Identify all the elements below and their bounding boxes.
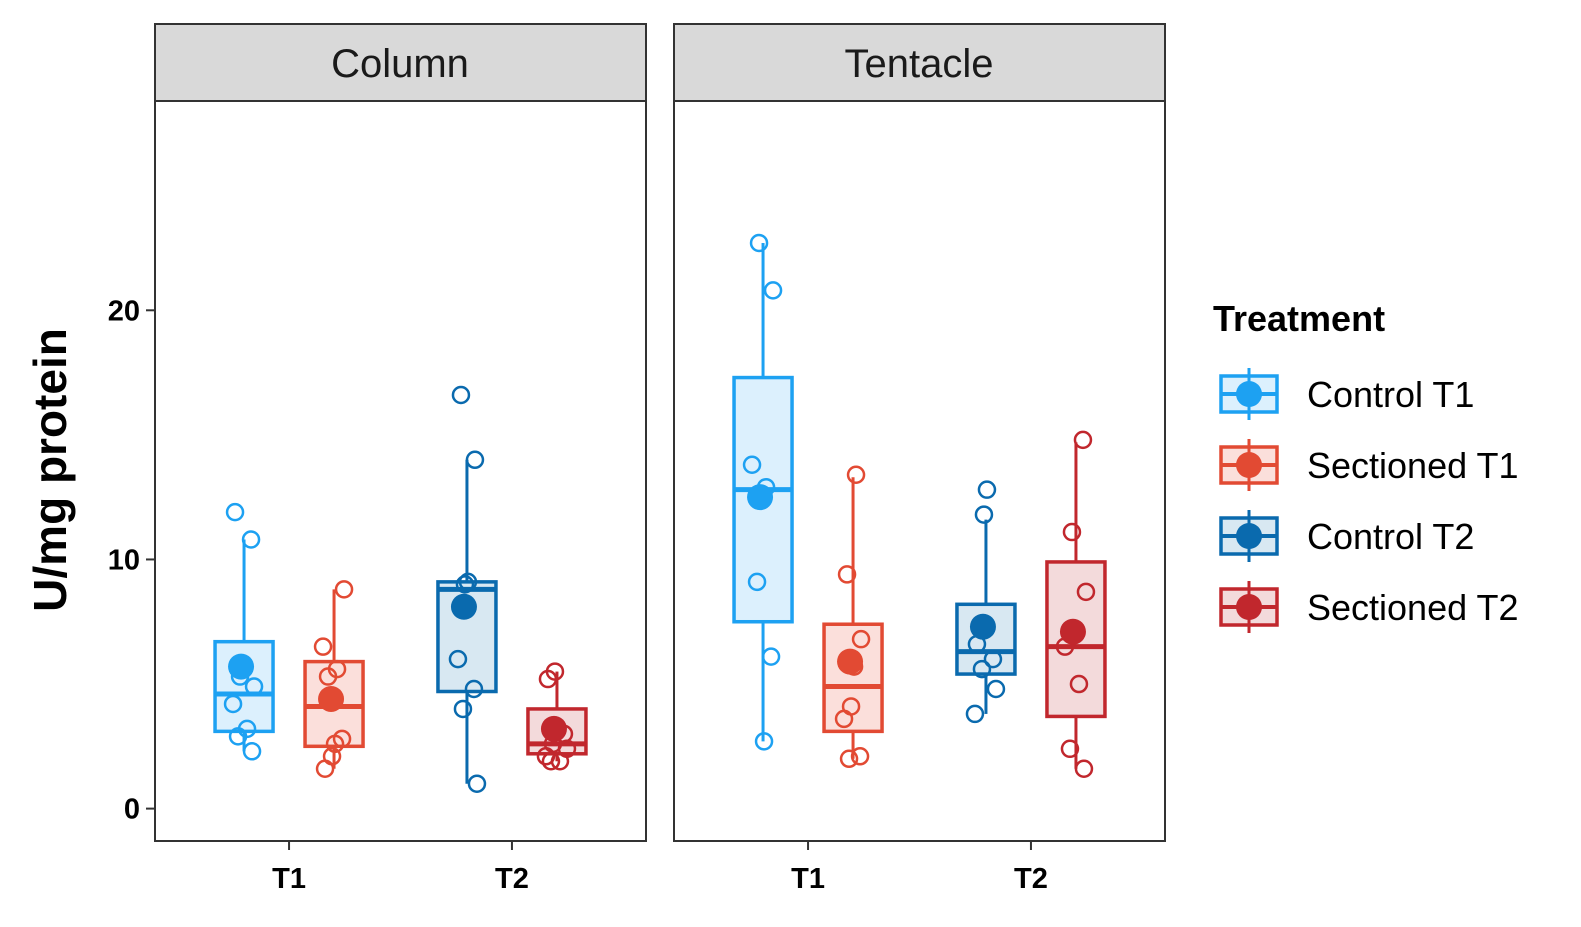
legend-label: Control T2 [1307, 516, 1474, 557]
y-tick-label: 20 [108, 295, 140, 327]
data-point [451, 385, 471, 405]
data-point [1074, 759, 1094, 778]
marks-tentacle [732, 233, 1107, 778]
legend-item: Sectioned T2 [1219, 581, 1518, 633]
data-point [763, 281, 783, 300]
data-point [850, 747, 870, 766]
data-point [972, 659, 992, 679]
box-group [822, 465, 884, 769]
data-point [241, 530, 261, 549]
box-group [436, 385, 498, 793]
legend-label: Control T1 [1307, 374, 1474, 415]
box-group [1045, 430, 1107, 778]
data-point [541, 752, 561, 771]
legend-items: Control T1 Sectioned T1 Control T2 Sectione… [1219, 368, 1518, 633]
strip-label-tentacle: Tentacle [845, 42, 994, 86]
data-point [1076, 582, 1096, 602]
data-point [318, 667, 338, 686]
data-point [974, 505, 994, 524]
data-point [550, 752, 570, 771]
legend-key-mean [1236, 452, 1262, 478]
mean-point [318, 685, 345, 712]
mean-point [450, 593, 477, 620]
x-axis: T1 T2 T1 T2 [272, 841, 1048, 895]
data-point [846, 465, 866, 484]
legend-key-mean [1236, 594, 1262, 620]
data-point [837, 565, 857, 584]
legend-label: Sectioned T1 [1307, 445, 1518, 486]
box-group [303, 580, 365, 778]
data-point [228, 727, 248, 746]
data-point [1062, 522, 1082, 542]
data-point [467, 774, 487, 793]
data-point [538, 669, 558, 689]
data-point [839, 749, 859, 769]
strip-label-column: Column [331, 42, 469, 86]
data-point [761, 647, 781, 666]
data-point [458, 572, 478, 592]
data-point [325, 734, 345, 754]
data-point [754, 732, 774, 751]
legend-item: Control T2 [1219, 510, 1474, 562]
box-group [955, 480, 1017, 724]
mean-point [747, 484, 774, 511]
data-point [313, 637, 333, 656]
legend-title: Treatment [1213, 298, 1385, 339]
data-point [977, 480, 997, 499]
data-point [242, 742, 262, 761]
legend-key-mean [1236, 523, 1262, 549]
data-point [749, 233, 769, 253]
mean-point [1059, 618, 1086, 645]
data-point [465, 450, 485, 470]
marks-column [213, 385, 588, 793]
y-tick-label: 10 [108, 544, 140, 576]
data-point [965, 704, 985, 724]
x-tick-label: T2 [1014, 863, 1048, 895]
data-point [747, 572, 767, 592]
strip-column [154, 23, 647, 102]
box-group [213, 502, 275, 761]
data-point [223, 694, 243, 714]
mean-point [837, 648, 864, 675]
legend-item: Control T1 [1219, 368, 1474, 420]
y-axis-title: U/mg protein [24, 328, 76, 612]
data-point [983, 649, 1003, 669]
box-group [526, 662, 588, 771]
data-point [315, 759, 335, 778]
data-point [448, 649, 468, 669]
legend-label: Sectioned T2 [1307, 587, 1518, 628]
x-tick-label: T1 [272, 863, 306, 895]
data-point [464, 679, 484, 699]
box-group [732, 233, 794, 751]
data-point [851, 629, 871, 649]
y-tick-label: 0 [124, 794, 140, 826]
data-point [1060, 739, 1080, 759]
mean-point [540, 715, 567, 742]
facet-tentacle: Tentacle [673, 23, 1166, 842]
data-point [225, 502, 245, 522]
mean-point [969, 613, 996, 640]
strip-tentacle [673, 23, 1166, 102]
legend-key-mean [1236, 381, 1262, 407]
data-point [453, 699, 473, 719]
x-tick-label: T1 [791, 863, 825, 895]
data-point [834, 709, 854, 729]
data-point [334, 580, 354, 599]
x-tick-label: T2 [495, 863, 529, 895]
y-axis: 0 10 20 [108, 295, 155, 826]
data-point [1073, 430, 1093, 450]
data-point [244, 677, 264, 696]
legend-item: Sectioned T1 [1219, 439, 1518, 491]
data-point [986, 679, 1006, 699]
data-point [742, 455, 762, 475]
mean-point [228, 653, 255, 680]
data-point [455, 575, 475, 594]
facet-column: Column [154, 23, 647, 842]
data-point [1069, 674, 1089, 694]
